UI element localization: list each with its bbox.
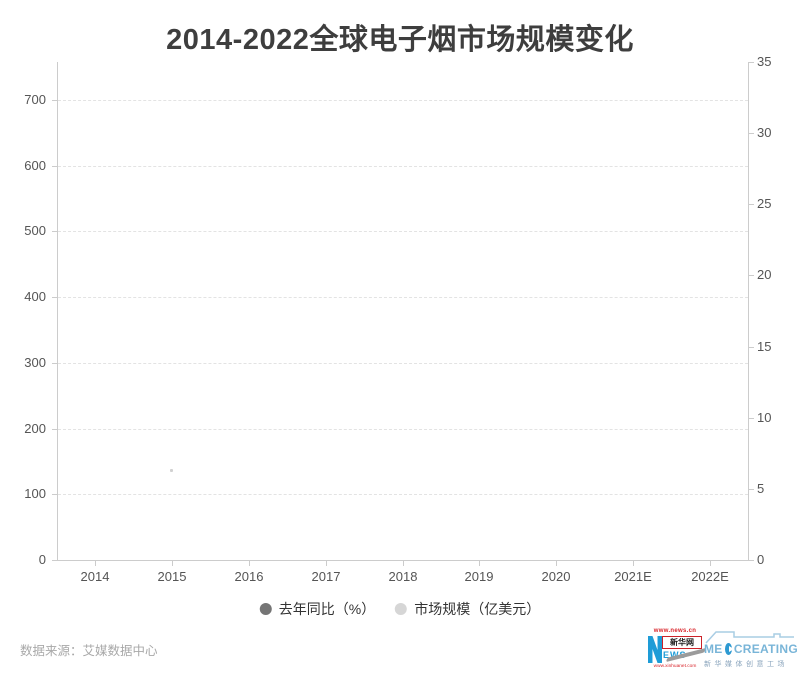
legend: 去年同比（%） 市场规模（亿美元） — [259, 599, 540, 619]
right-tick — [749, 347, 754, 348]
right-tick — [749, 204, 754, 205]
gridline-200 — [58, 429, 748, 430]
left-tick — [52, 297, 57, 298]
x-tick — [172, 561, 173, 566]
x-tick — [710, 561, 711, 566]
y-left-label-600: 600 — [24, 158, 46, 173]
right-tick — [749, 62, 754, 63]
left-tick — [52, 363, 57, 364]
x-label-2018: 2018 — [388, 569, 418, 584]
y-left-label-500: 500 — [24, 223, 46, 238]
gridline-300 — [58, 363, 748, 364]
right-axis-line — [748, 62, 749, 560]
right-tick — [749, 275, 754, 276]
x-tick — [249, 561, 250, 566]
xinhuanet-n-icon — [648, 636, 662, 663]
legend-item-market-size[interactable]: 市场规模（亿美元） — [395, 599, 540, 619]
gridline-100 — [58, 494, 748, 495]
y-right-label-10: 10 — [757, 410, 772, 425]
gridline-600 — [58, 166, 748, 167]
x-label-2014: 2014 — [80, 569, 110, 584]
y-left-label-100: 100 — [24, 486, 46, 501]
left-tick — [52, 231, 57, 232]
medcreating-roof-icon — [705, 631, 794, 644]
x-tick — [556, 561, 557, 566]
medcreating-text-creating: CREATING — [733, 642, 798, 656]
chart-title: 2014-2022全球电子烟市场规模变化 — [166, 24, 634, 56]
xinhuanet-logo: www.news.cn 新华网 EWS www.xinhuanet.com — [648, 628, 707, 673]
y-left-label-300: 300 — [24, 355, 46, 370]
left-tick — [52, 100, 57, 101]
y-right-label-30: 30 — [757, 125, 772, 140]
xinhuanet-url-bottom: www.xinhuanet.com — [653, 663, 697, 669]
x-label-2020: 2020 — [541, 569, 571, 584]
y-left-label-0: 0 — [38, 552, 46, 567]
y-left-label-700: 700 — [24, 92, 46, 107]
left-tick — [52, 166, 57, 167]
left-tick — [52, 560, 57, 561]
right-tick — [749, 489, 754, 490]
x-tick — [403, 561, 404, 566]
x-label-2017: 2017 — [311, 569, 341, 584]
gridline-700 — [58, 100, 748, 101]
x-label-2019: 2019 — [464, 569, 494, 584]
y-left-label-200: 200 — [24, 421, 46, 436]
xinhuanet-url-top: www.news.cn — [653, 628, 697, 634]
medcreating-subtitle: 新华媒体创意工场 — [704, 661, 788, 668]
y-left-label-400: 400 — [24, 289, 46, 304]
medcreating-wordmark: ME CREATING — [704, 642, 798, 656]
y-right-label-25: 25 — [757, 196, 772, 211]
legend-label-yoy: 去年同比（%） — [278, 601, 376, 617]
right-tick — [749, 133, 754, 134]
legend-label-market-size: 市场规模（亿美元） — [414, 601, 541, 617]
y-right-label-20: 20 — [757, 267, 772, 282]
x-axis-line — [57, 560, 749, 561]
medcreating-logo: ME CREATING 新华媒体创意工场 — [704, 629, 798, 673]
gridline-400 — [58, 297, 748, 298]
xinhuanet-logo-mark: 新华网 EWS — [648, 636, 707, 663]
x-tick — [95, 561, 96, 566]
left-axis-line — [57, 62, 58, 560]
left-tick — [52, 429, 57, 430]
y-right-label-0: 0 — [757, 552, 765, 567]
y-right-label-35: 35 — [757, 54, 772, 69]
gridline-500 — [58, 231, 748, 232]
x-label-2015: 2015 — [157, 569, 187, 584]
right-tick — [749, 418, 754, 419]
x-tick — [326, 561, 327, 566]
medcreating-text-me: ME — [704, 642, 723, 656]
y-right-label-5: 5 — [757, 481, 765, 496]
x-label-2022e: 2022E — [691, 569, 729, 584]
legend-item-yoy[interactable]: 去年同比（%） — [259, 599, 376, 619]
xinhuanet-name-cn: 新华网 — [662, 636, 702, 649]
left-tick — [52, 494, 57, 495]
x-tick — [479, 561, 480, 566]
chart-artifact-dot — [170, 469, 173, 472]
legend-marker-market-size — [395, 603, 408, 615]
x-tick — [633, 561, 634, 566]
legend-marker-yoy — [259, 603, 272, 615]
right-tick — [749, 560, 754, 561]
x-label-2021e: 2021E — [614, 569, 652, 584]
x-label-2016: 2016 — [234, 569, 264, 584]
medcreating-play-icon — [724, 643, 735, 655]
footer-logos: www.news.cn 新华网 EWS www.xinhuanet.com ME… — [646, 626, 798, 676]
data-source-text: 数据来源：艾媒数据中心 — [20, 644, 158, 658]
y-right-label-15: 15 — [757, 339, 772, 354]
